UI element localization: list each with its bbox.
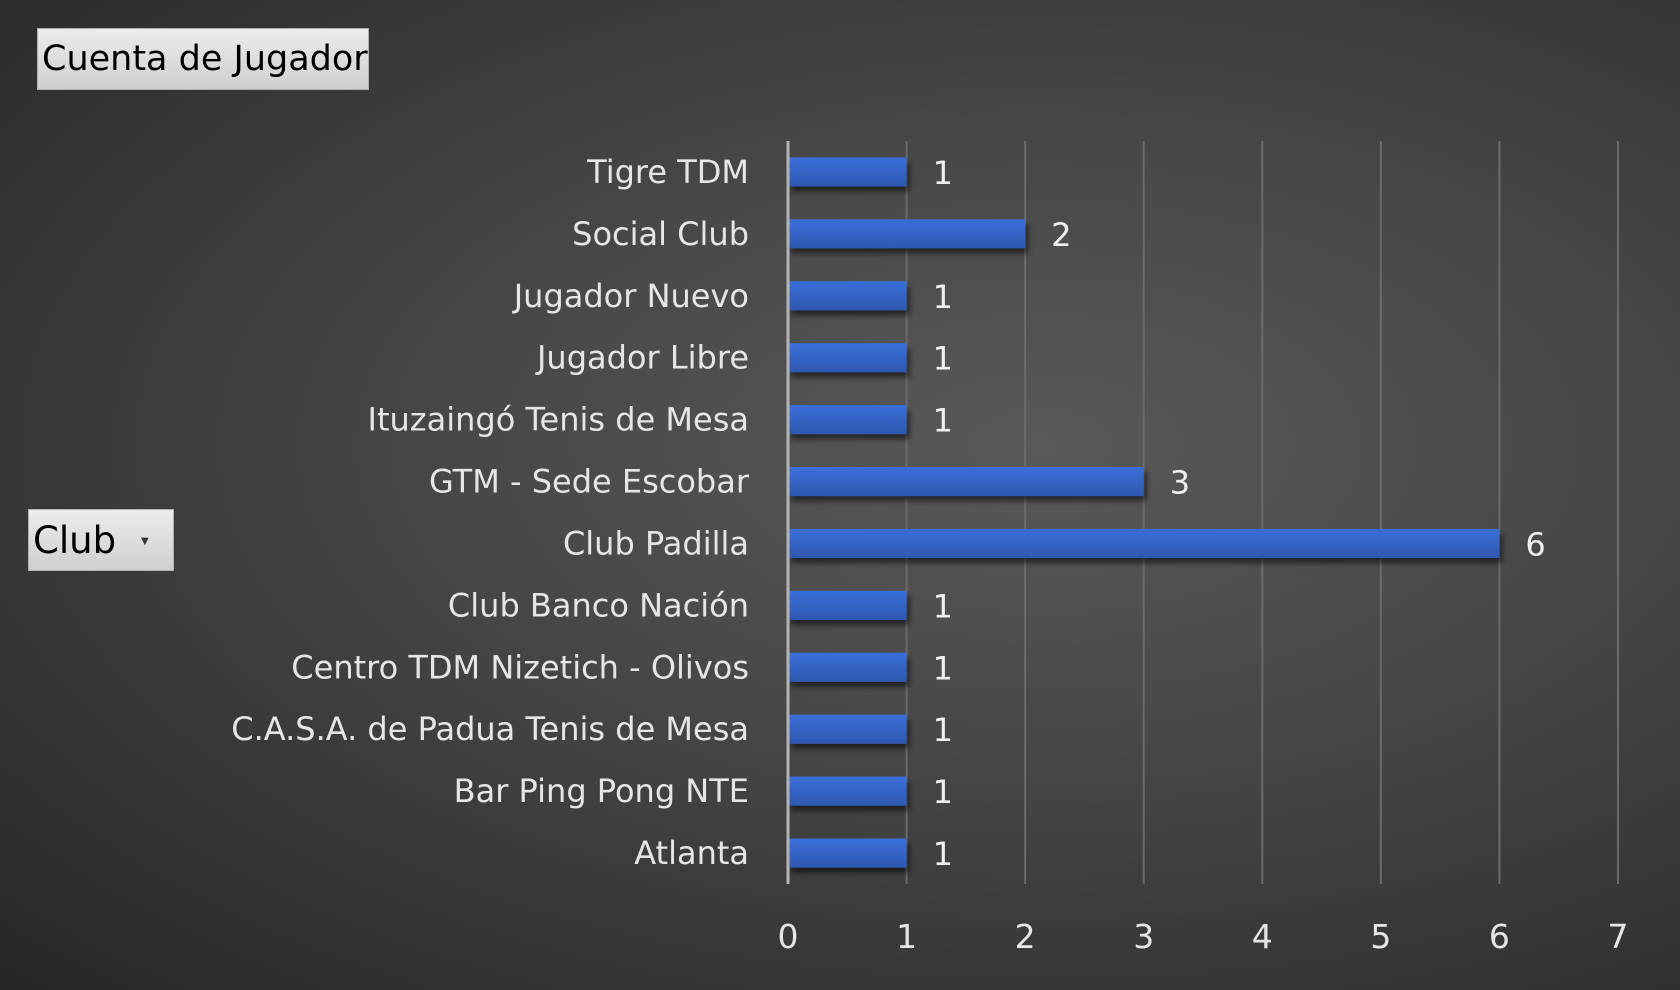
data-label: 1	[933, 402, 953, 440]
x-tick-label: 6	[1489, 917, 1510, 956]
dropdown-arrow-icon[interactable]: ▼	[141, 536, 149, 547]
x-tick-label: 7	[1608, 917, 1629, 956]
category-label: Ituzaingó Tenis de Mesa	[368, 401, 749, 439]
bar[interactable]	[788, 466, 1144, 497]
bar[interactable]	[788, 590, 907, 620]
x-tick-label: 0	[778, 917, 799, 956]
value-field-label: Cuenta de Jugador	[42, 39, 368, 79]
category-label: Bar Ping Pong NTE	[454, 772, 749, 810]
data-label: 1	[933, 773, 953, 811]
labels: 0 1 2 3 4 5 6 7 Tigre TDM 1 Social Club 2 Jugador Nu…	[231, 153, 1628, 956]
category-label: Jugador Nuevo	[512, 277, 749, 315]
axis-field-label: Club	[33, 518, 117, 562]
value-field-button[interactable]: Cuenta de Jugador	[37, 28, 369, 90]
data-label: 2	[1051, 216, 1071, 254]
gridlines	[905, 141, 1619, 884]
axis-field-button[interactable]: Club ▼	[28, 509, 174, 571]
data-label: 3	[1170, 464, 1190, 502]
bar[interactable]	[788, 343, 907, 373]
bar[interactable]	[788, 714, 907, 744]
data-label: 1	[933, 711, 953, 749]
x-tick-label: 2	[1015, 917, 1036, 956]
category-label: Jugador Libre	[535, 339, 749, 377]
bar[interactable]	[788, 838, 907, 868]
category-label: Atlanta	[634, 834, 749, 872]
category-label: Tigre TDM	[586, 153, 749, 191]
data-label: 1	[933, 154, 953, 192]
category-label: Club Padilla	[563, 524, 749, 562]
data-label: 1	[933, 278, 953, 316]
bar[interactable]	[788, 219, 1026, 249]
data-label: 1	[933, 649, 953, 687]
bar[interactable]	[788, 281, 907, 311]
category-label: GTM - Sede Escobar	[429, 463, 750, 501]
x-tick-label: 5	[1370, 917, 1391, 956]
data-label: 6	[1525, 525, 1545, 563]
bar[interactable]	[788, 528, 1500, 559]
x-tick-label: 3	[1133, 917, 1154, 956]
x-tick-label: 4	[1252, 917, 1273, 956]
category-label: C.A.S.A. de Padua Tenis de Mesa	[231, 710, 749, 748]
data-label: 1	[933, 835, 953, 873]
category-label: Centro TDM Nizetich - Olivos	[291, 648, 749, 686]
bar[interactable]	[788, 652, 907, 682]
bars	[788, 157, 1500, 868]
bar[interactable]	[788, 157, 907, 187]
bar[interactable]	[788, 776, 907, 806]
data-label: 1	[933, 587, 953, 625]
x-tick-label: 1	[896, 917, 917, 956]
category-label: Club Banco Nación	[448, 586, 749, 624]
bar[interactable]	[788, 405, 907, 435]
data-label: 1	[933, 340, 953, 378]
category-label: Social Club	[572, 215, 749, 253]
